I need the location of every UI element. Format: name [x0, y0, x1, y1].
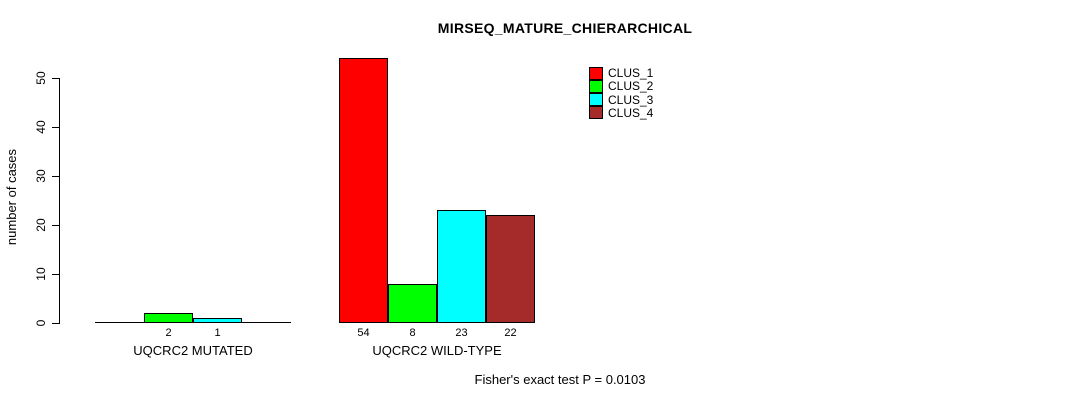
legend-item: CLUS_3 — [589, 93, 653, 107]
y-axis-tick-label: 10 — [34, 267, 48, 281]
legend-color-swatch — [589, 106, 603, 120]
y-axis-tick-label: 50 — [34, 71, 48, 85]
y-axis-tick — [52, 273, 59, 275]
y-axis-line — [59, 78, 60, 324]
x-group-label: UQCRC2 WILD-TYPE — [372, 343, 502, 358]
fisher-test-annotation: Fisher's exact test P = 0.0103 — [474, 372, 646, 387]
bar-value-label: 2 — [165, 327, 172, 339]
bar-value-label: 1 — [214, 327, 221, 339]
legend-item-label: CLUS_2 — [608, 79, 654, 94]
bar-value-label: 22 — [504, 327, 517, 339]
legend-color-swatch — [589, 66, 603, 80]
bar-clus_4-1-zero — [242, 322, 291, 323]
bar-clus_1-1-zero — [95, 322, 144, 323]
y-axis-tick — [52, 224, 59, 226]
legend-item-label: CLUS_4 — [608, 105, 654, 120]
bar-value-label: 8 — [409, 327, 416, 339]
x-group-label: UQCRC2 MUTATED — [133, 343, 253, 358]
y-axis-tick-label: 0 — [34, 319, 48, 327]
bar-clus_3-1 — [193, 318, 242, 323]
bar-clus_4-2 — [486, 215, 535, 323]
y-axis-tick — [52, 175, 59, 177]
y-axis-tick-label: 40 — [34, 120, 48, 134]
bar-clus_3-2 — [437, 210, 486, 323]
bar-value-label: 54 — [357, 327, 370, 339]
bar-clus_2-2 — [388, 284, 437, 323]
legend-item-label: CLUS_3 — [608, 92, 654, 107]
chart-title: MIRSEQ_MATURE_CHIERARCHICAL — [437, 20, 693, 36]
legend-color-swatch — [589, 93, 603, 107]
legend-item: CLUS_1 — [589, 66, 653, 80]
legend-item-label: CLUS_1 — [608, 66, 654, 80]
y-axis-tick — [52, 322, 59, 324]
y-axis-label: number of cases — [4, 148, 19, 246]
y-axis-tick-label: 30 — [34, 169, 48, 183]
y-axis-tick-label: 20 — [34, 218, 48, 232]
legend-item: CLUS_2 — [589, 79, 653, 93]
bar-clus_1-2 — [339, 58, 388, 323]
y-axis-tick — [52, 126, 59, 128]
legend-color-swatch — [589, 79, 603, 93]
legend-item: CLUS_4 — [589, 106, 653, 120]
bar-clus_2-1 — [144, 313, 193, 323]
y-axis-tick — [52, 77, 59, 79]
bar-value-label: 23 — [455, 327, 468, 339]
